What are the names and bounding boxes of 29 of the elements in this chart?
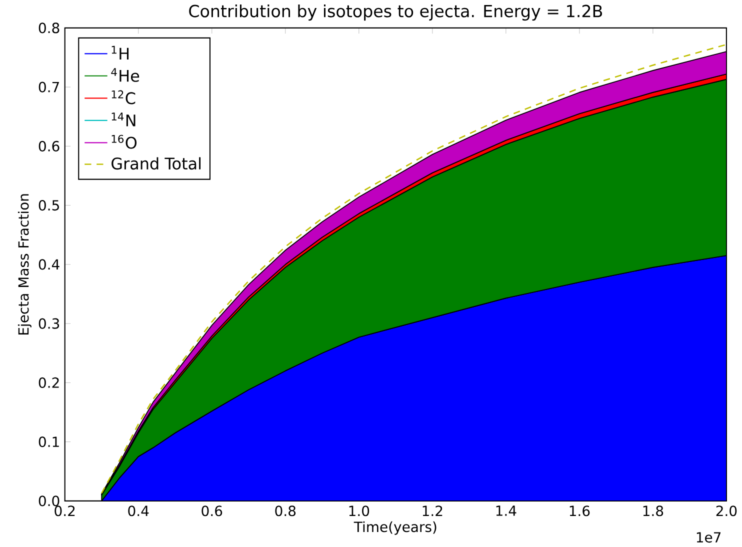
- y-tick-label: 0.8: [38, 22, 60, 34]
- x-tick-label: 0.6: [202, 506, 222, 516]
- x-tick-label: 0.4: [128, 506, 149, 516]
- chart-title: Contribution by isotopes to ejecta. Energy = 1.2B: [189, 4, 602, 21]
- legend-label: $^{16}$O: [112, 134, 137, 149]
- x-tick-label: 0.8: [275, 506, 296, 516]
- x-tick-label: 1.0: [349, 506, 370, 516]
- x-axis-title: Time(years): [354, 521, 436, 535]
- y-axis-title: Ejecta Mass Fraction: [18, 194, 32, 334]
- legend-label: $^{12}$C: [112, 90, 136, 104]
- x-tick-label: 2.0: [716, 506, 737, 516]
- legend-label: $^{14}$N: [112, 112, 136, 126]
- x-tick-label: 1.8: [643, 506, 664, 516]
- x-tick-label: 1.4: [496, 506, 516, 516]
- y-tick-label: 0.0: [38, 496, 60, 506]
- y-tick-label: 0.1: [38, 436, 59, 448]
- y-tick-label: 0.3: [38, 318, 60, 329]
- legend-label: $^{4}$He: [111, 68, 140, 82]
- x-tick-label: 1.2: [422, 506, 442, 516]
- text: 1e7: [696, 532, 721, 543]
- y-tick-label: 0.4: [38, 259, 60, 270]
- legend-label: $^{1}$H: [112, 46, 129, 60]
- x-tick-label: 0.2: [54, 506, 75, 516]
- x-tick-label: 1.6: [570, 506, 590, 516]
- y-tick-label: 0.2: [38, 377, 59, 388]
- y-tick-label: 0.5: [38, 200, 59, 211]
- legend-label: Grand Total: [112, 157, 201, 170]
- y-tick-label: 0.6: [38, 140, 60, 152]
- y-tick-label: 0.7: [38, 82, 59, 92]
